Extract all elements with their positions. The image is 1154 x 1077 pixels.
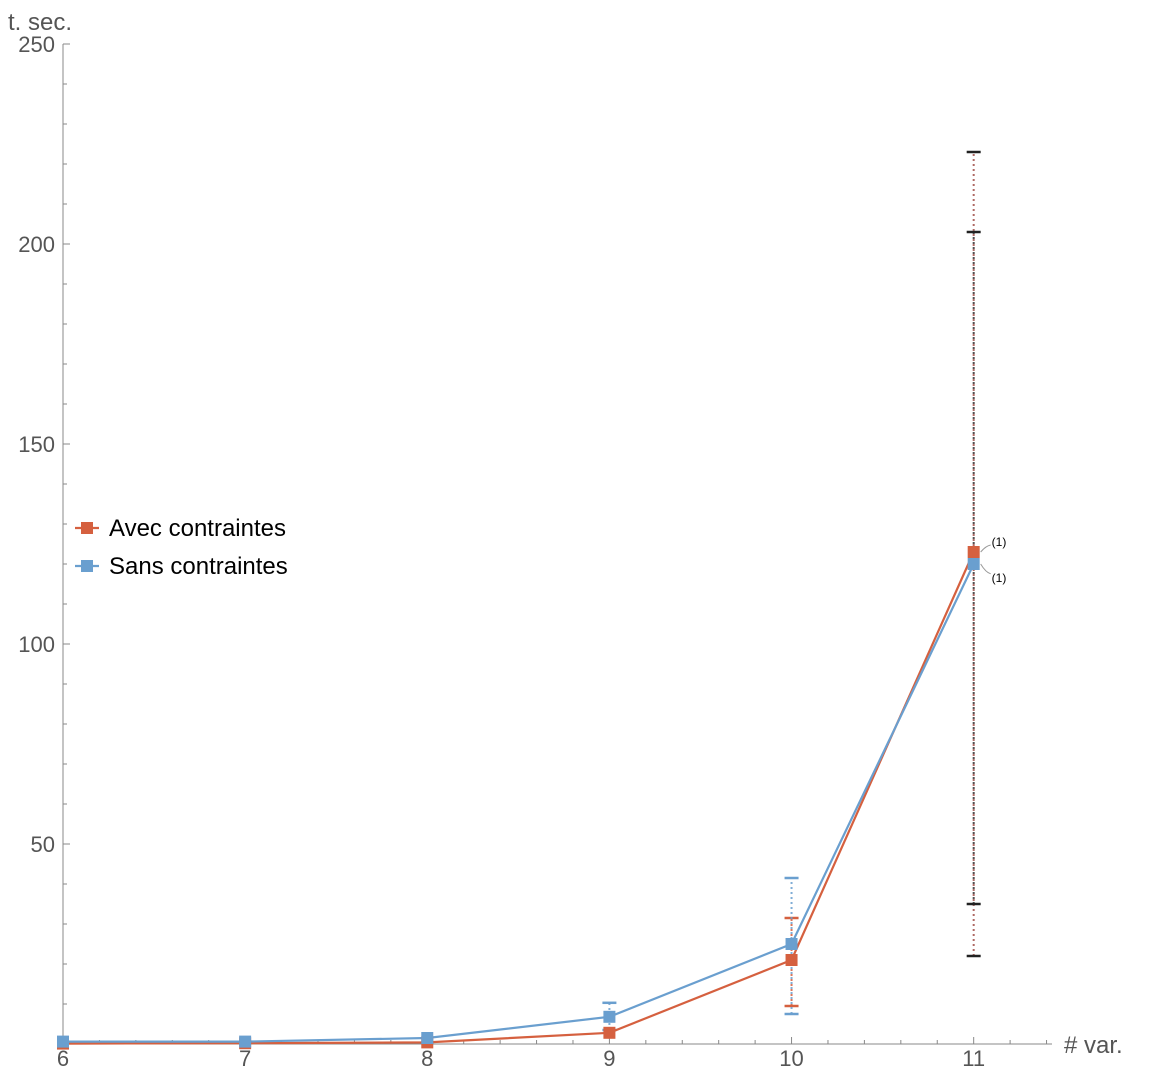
data-point (785, 938, 798, 950)
annotation-label: (1) (992, 535, 1007, 549)
data-point (57, 1035, 69, 1048)
y-tick-label: 150 (18, 432, 55, 457)
series-lines (62, 551, 975, 1045)
annotation-leader (980, 544, 991, 553)
legend-entry: Avec contraintes (109, 515, 286, 542)
series-line (62, 551, 975, 1045)
legend-swatch-marker (81, 560, 93, 572)
x-tick-label: 11 (962, 1046, 985, 1071)
data-point (603, 1026, 616, 1039)
data-point (785, 954, 798, 966)
data-points (57, 546, 980, 1050)
legend: Avec contraintes Sans contraintes (75, 515, 288, 580)
error-bars (602, 150, 981, 1032)
x-tick-label: 10 (779, 1046, 803, 1071)
y-tick-label: 100 (18, 632, 55, 657)
series-line (63, 563, 975, 1043)
y-tick-label: 50 (31, 832, 55, 857)
annotation-leader (980, 563, 991, 575)
x-axis-label: # var. (1064, 1032, 1123, 1059)
annotation-label: (1) (992, 571, 1007, 585)
x-tick-label: 7 (239, 1046, 251, 1071)
legend-swatch-marker (81, 522, 93, 534)
x-tick-label: 9 (603, 1046, 615, 1071)
x-tick-label: 6 (57, 1046, 69, 1071)
y-tick-label: 200 (18, 232, 55, 257)
data-point (967, 558, 980, 570)
x-tick-label: 8 (421, 1046, 433, 1071)
y-tick-label: 250 (18, 32, 55, 57)
data-point (603, 1010, 616, 1023)
annotations: (1) (1) (980, 535, 1007, 585)
data-point (967, 546, 980, 558)
data-point (421, 1032, 434, 1044)
data-point (239, 1035, 252, 1048)
legend-entry: Sans contraintes (109, 553, 288, 580)
y-axis-label: t. sec. (8, 9, 72, 36)
